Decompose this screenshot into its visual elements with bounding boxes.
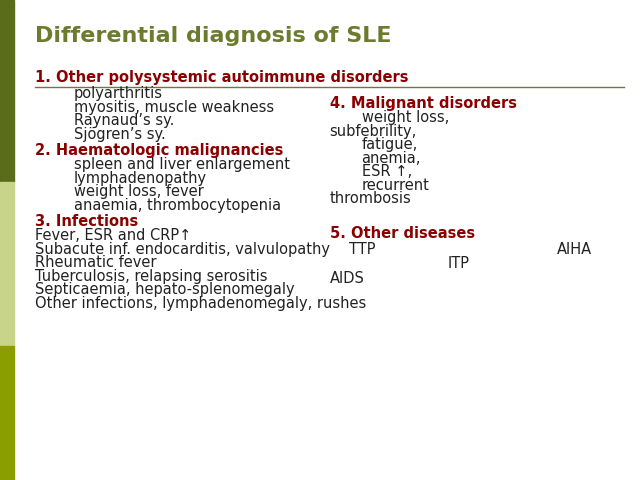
Text: fatigue,: fatigue, [362, 137, 418, 152]
Text: anaemia, thrombocytopenia: anaemia, thrombocytopenia [74, 198, 281, 213]
Text: weight loss, fever: weight loss, fever [74, 184, 204, 199]
Text: thrombosis: thrombosis [330, 191, 412, 206]
Text: Tuberculosis, relapsing serositis: Tuberculosis, relapsing serositis [35, 269, 268, 284]
Text: Differential diagnosis of SLE: Differential diagnosis of SLE [35, 26, 392, 47]
Text: 4. Malignant disorders: 4. Malignant disorders [330, 96, 516, 111]
Text: recurrent: recurrent [362, 178, 429, 192]
Text: 5. Other diseases: 5. Other diseases [330, 226, 475, 240]
Text: Other infections, lymphadenomegaly, rushes: Other infections, lymphadenomegaly, rush… [35, 296, 367, 311]
Text: ESR ↑,: ESR ↑, [362, 164, 412, 179]
Text: Sjögren’s sy.: Sjögren’s sy. [74, 127, 165, 142]
Bar [0, 182, 14, 346]
Text: Raynaud’s sy.: Raynaud’s sy. [74, 113, 174, 128]
Bar [0, 0, 14, 182]
Text: 1. Other polysystemic autoimmune disorders: 1. Other polysystemic autoimmune disorde… [35, 70, 409, 84]
Text: weight loss,: weight loss, [362, 110, 449, 125]
Text: AIHA: AIHA [557, 242, 592, 257]
Text: 3. Infections: 3. Infections [35, 214, 138, 229]
Text: subfebrility,: subfebrility, [330, 124, 417, 139]
Text: Rheumatic fever: Rheumatic fever [35, 255, 157, 270]
Bar [0, 346, 14, 480]
Text: lymphadenopathy: lymphadenopathy [74, 171, 207, 186]
Text: AIDS: AIDS [330, 271, 364, 286]
Text: ITP: ITP [448, 256, 470, 271]
Text: spleen and liver enlargement: spleen and liver enlargement [74, 157, 290, 172]
Text: 2. Haematologic malignancies: 2. Haematologic malignancies [35, 143, 284, 158]
Text: Fever, ESR and CRP↑: Fever, ESR and CRP↑ [35, 228, 191, 243]
Text: anemia,: anemia, [362, 151, 421, 166]
Text: Subacute inf. endocarditis, valvulopathy: Subacute inf. endocarditis, valvulopathy [35, 242, 330, 257]
Text: myositis, muscle weakness: myositis, muscle weakness [74, 100, 274, 115]
Text: TTP: TTP [349, 242, 375, 257]
Text: Septicaemia, hepato-splenomegaly: Septicaemia, hepato-splenomegaly [35, 282, 295, 297]
Text: polyarthritis: polyarthritis [74, 86, 163, 101]
